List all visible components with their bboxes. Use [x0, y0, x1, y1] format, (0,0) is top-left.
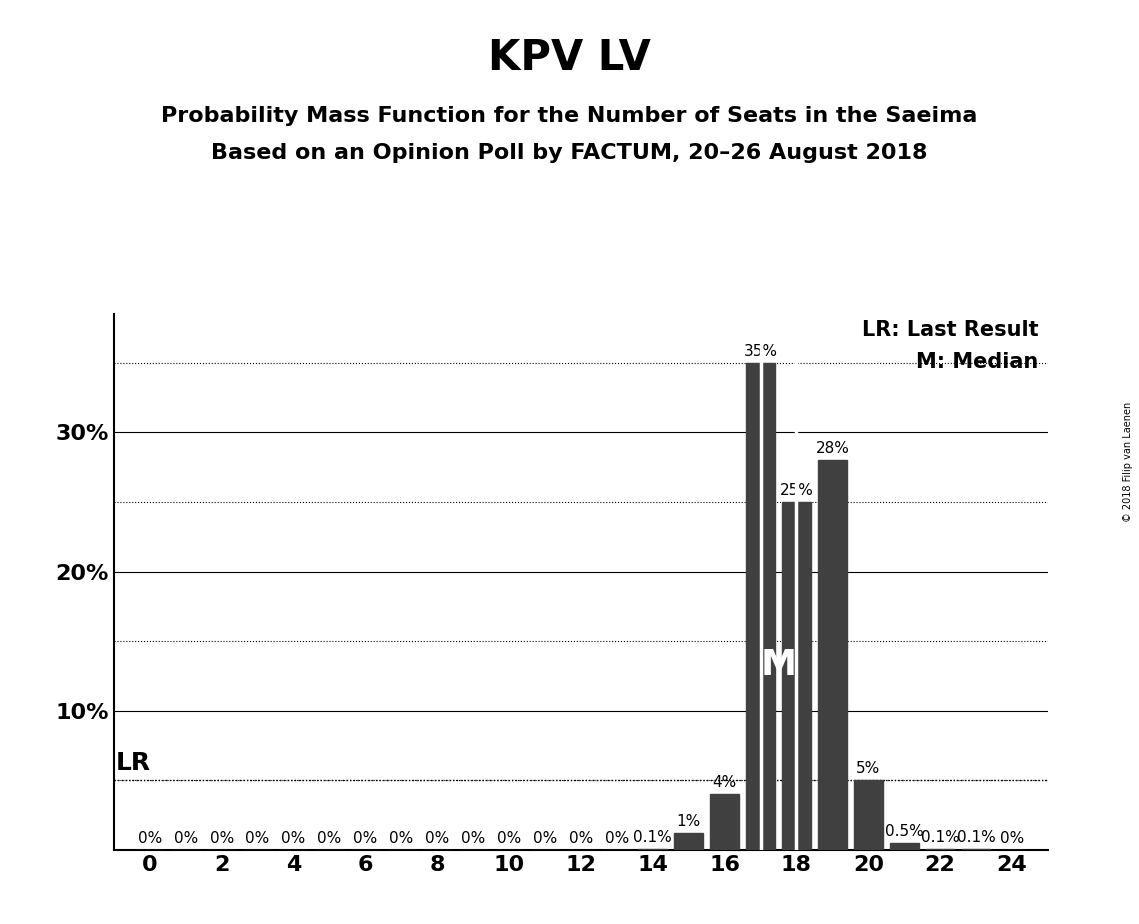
- Text: Based on an Opinion Poll by FACTUM, 20–26 August 2018: Based on an Opinion Poll by FACTUM, 20–2…: [211, 143, 928, 164]
- Bar: [711, 795, 739, 850]
- Bar: [818, 460, 846, 850]
- Text: 0%: 0%: [173, 831, 198, 845]
- Text: 0%: 0%: [425, 831, 449, 845]
- Text: 0%: 0%: [1000, 831, 1024, 845]
- Text: 5%: 5%: [857, 761, 880, 776]
- Text: LR: Last Result: LR: Last Result: [862, 320, 1039, 339]
- Bar: [854, 781, 883, 850]
- Text: 28%: 28%: [816, 441, 850, 456]
- Text: 0%: 0%: [390, 831, 413, 845]
- Text: 0%: 0%: [461, 831, 485, 845]
- Text: © 2018 Filip van Laenen: © 2018 Filip van Laenen: [1123, 402, 1133, 522]
- Text: M: Median: M: Median: [916, 352, 1039, 371]
- Text: 0%: 0%: [497, 831, 522, 845]
- Text: Probability Mass Function for the Number of Seats in the Saeima: Probability Mass Function for the Number…: [162, 106, 977, 127]
- Text: 0.1%: 0.1%: [633, 830, 672, 845]
- Bar: [746, 363, 775, 850]
- Text: M: M: [761, 648, 796, 682]
- Text: LR: LR: [116, 751, 150, 775]
- Text: 0.1%: 0.1%: [920, 830, 959, 845]
- Bar: [890, 843, 918, 850]
- Text: 0%: 0%: [318, 831, 342, 845]
- Text: 4%: 4%: [713, 775, 737, 790]
- Text: 25%: 25%: [779, 483, 813, 498]
- Text: 0%: 0%: [353, 831, 377, 845]
- Text: 0%: 0%: [605, 831, 629, 845]
- Text: 1%: 1%: [677, 814, 700, 829]
- Bar: [782, 502, 811, 850]
- Bar: [926, 848, 954, 850]
- Text: 0.1%: 0.1%: [957, 830, 995, 845]
- Text: KPV LV: KPV LV: [489, 37, 650, 79]
- Text: 35%: 35%: [744, 344, 778, 359]
- Bar: [674, 833, 703, 850]
- Text: 0%: 0%: [138, 831, 162, 845]
- Text: 0%: 0%: [246, 831, 270, 845]
- Text: 0%: 0%: [533, 831, 557, 845]
- Text: 0.5%: 0.5%: [885, 824, 924, 839]
- Text: 0%: 0%: [568, 831, 593, 845]
- Text: 0%: 0%: [281, 831, 305, 845]
- Text: 0%: 0%: [210, 831, 233, 845]
- Bar: [961, 848, 991, 850]
- Bar: [638, 848, 667, 850]
